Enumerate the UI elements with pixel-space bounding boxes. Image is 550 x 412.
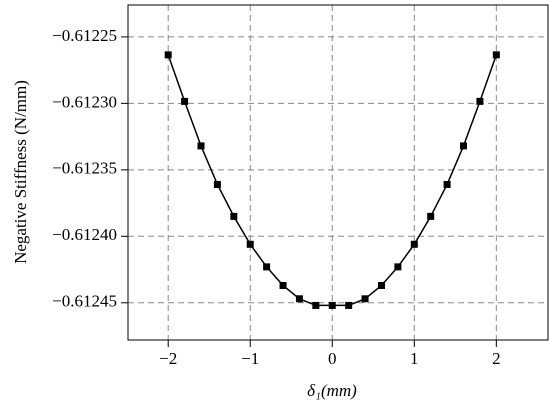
point-marker <box>492 51 500 59</box>
x-tick-label: 1 <box>410 349 419 368</box>
point-marker <box>394 263 402 271</box>
point-marker <box>427 212 435 220</box>
point-marker <box>230 212 238 220</box>
point-marker <box>460 142 468 150</box>
point-marker <box>328 301 336 309</box>
x-tick-label: −2 <box>159 349 177 368</box>
point-marker <box>197 142 205 150</box>
x-axis-label: δ₁(mm) <box>307 381 357 400</box>
y-tick-label: −0.61245 <box>52 292 117 311</box>
point-marker <box>279 281 287 289</box>
y-tick-label: −0.61240 <box>52 225 117 244</box>
point-marker <box>213 180 221 188</box>
point-marker <box>312 301 320 309</box>
point-marker <box>345 301 353 309</box>
point-marker <box>263 263 271 271</box>
point-marker <box>246 240 254 248</box>
point-marker <box>361 295 369 303</box>
point-marker <box>164 51 172 59</box>
x-tick-label: 0 <box>328 349 337 368</box>
y-tick-label: −0.61235 <box>52 159 117 178</box>
y-tick-label: −0.61225 <box>52 26 117 45</box>
y-axis-label: Negative Stiffness (N/mm) <box>11 80 30 264</box>
point-marker <box>181 97 189 105</box>
point-marker <box>443 180 451 188</box>
y-tick-label: −0.61230 <box>52 92 117 111</box>
point-marker <box>295 295 303 303</box>
x-tick-label: 2 <box>492 349 501 368</box>
plot-frame <box>127 4 549 341</box>
point-marker <box>476 97 484 105</box>
x-tick-label: −1 <box>241 349 259 368</box>
point-marker <box>410 240 418 248</box>
point-marker <box>377 281 385 289</box>
